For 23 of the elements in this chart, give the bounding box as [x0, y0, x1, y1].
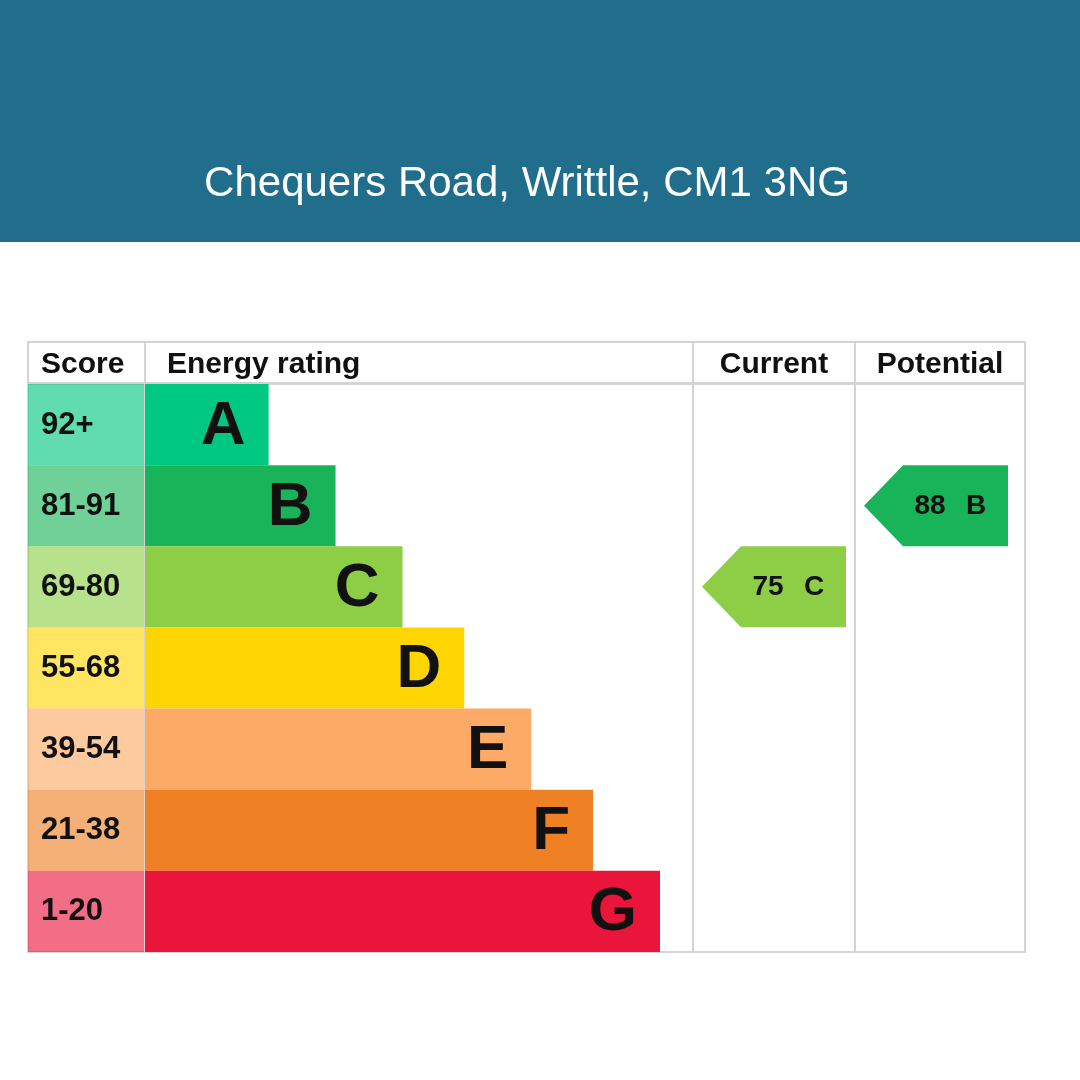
- annotation: D: [396, 631, 442, 700]
- x-tick-label: Potential: [876, 345, 1004, 379]
- x-axis-title: Energy rating: [167, 345, 361, 379]
- data-label: 88: [914, 488, 946, 520]
- chart-title: Chequers Road, Writtle, CM1 3NG: [204, 158, 850, 205]
- annotation: C: [334, 549, 380, 619]
- annotation: A: [200, 387, 246, 457]
- y-axis-title: Score: [41, 345, 125, 379]
- text: B: [965, 488, 987, 520]
- annotation: F: [532, 793, 571, 863]
- y-tick-label: 69-80: [41, 567, 121, 603]
- y-tick-label: 81-91: [41, 486, 121, 522]
- y-tick-label: 92+: [41, 405, 94, 441]
- y-tick-label: 55-68: [41, 649, 121, 684]
- data-label: 75: [752, 569, 784, 601]
- annotation: G: [588, 874, 637, 944]
- annotation: E: [466, 712, 509, 782]
- text: C: [803, 569, 825, 601]
- y-tick-label: 39-54: [41, 730, 122, 766]
- y-tick-label: 1-20: [41, 892, 104, 928]
- x-tick-label: Current: [719, 345, 829, 379]
- annotation: B: [267, 468, 313, 538]
- y-tick-label: 21-38: [41, 811, 121, 847]
